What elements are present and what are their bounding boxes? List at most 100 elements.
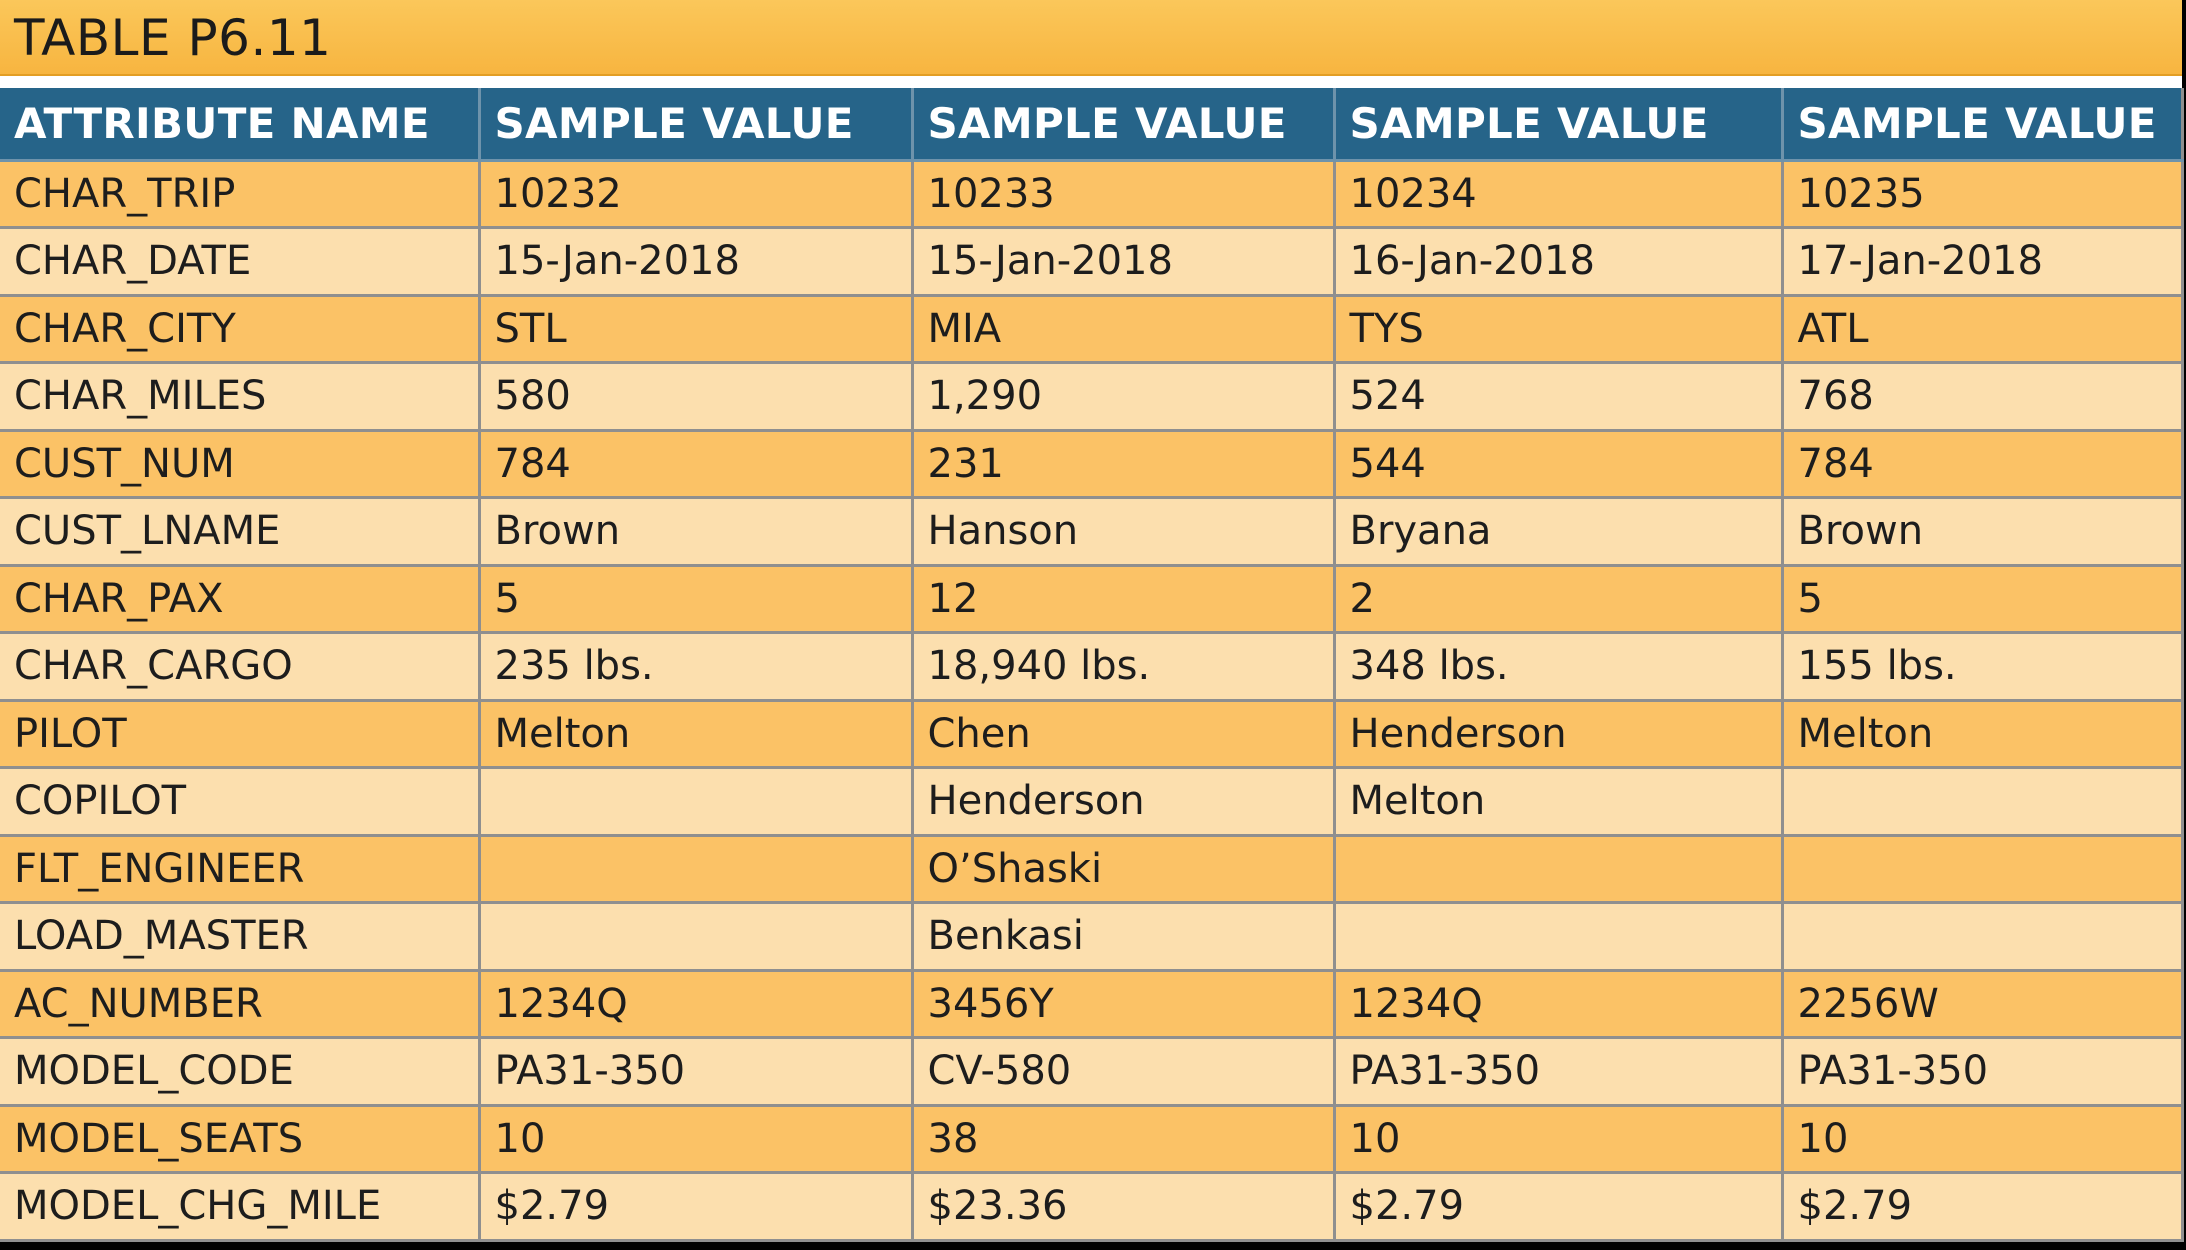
sample-value-cell: 544 xyxy=(1334,430,1784,499)
table-row: MODEL_CHG_MILE $2.79 $23.36 $2.79 $2.79 xyxy=(0,1172,2184,1242)
sample-value-cell: 10 xyxy=(1334,1105,1784,1174)
table-row: MODEL_CODE PA31-350 CV-580 PA31-350 PA31… xyxy=(0,1037,2184,1107)
sample-value-cell: Brown xyxy=(1782,497,2184,567)
sample-value-cell: 235 lbs. xyxy=(479,632,914,702)
sample-value-cell: PA31-350 xyxy=(479,1037,914,1107)
attribute-name-cell: CHAR_PAX xyxy=(0,565,481,634)
table-row: CHAR_TRIP 10232 10233 10234 10235 xyxy=(0,160,2184,229)
table-row: CHAR_MILES 580 1,290 524 768 xyxy=(0,362,2184,432)
sample-value-cell xyxy=(479,835,914,904)
sample-value-cell: 10234 xyxy=(1334,160,1784,229)
header-attribute-name: ATTRIBUTE NAME xyxy=(0,88,481,162)
sample-value-cell: STL xyxy=(479,295,914,364)
table-row: CHAR_PAX 5 12 2 5 xyxy=(0,565,2184,634)
sample-value-cell: 2 xyxy=(1334,565,1784,634)
sample-value-cell xyxy=(479,902,914,972)
sample-value-cell xyxy=(1334,835,1784,904)
table-row: CUST_NUM 784 231 544 784 xyxy=(0,430,2184,499)
sample-value-cell xyxy=(1782,835,2184,904)
sample-value-cell: Bryana xyxy=(1334,497,1784,567)
header-sample-value-2: SAMPLE VALUE xyxy=(912,88,1336,162)
sample-value-cell: 10 xyxy=(479,1105,914,1174)
attribute-name-cell: CHAR_TRIP xyxy=(0,160,481,229)
sample-value-cell: 38 xyxy=(912,1105,1336,1174)
attribute-name-cell: COPILOT xyxy=(0,767,481,837)
sample-value-cell: Benkasi xyxy=(912,902,1336,972)
sample-value-cell: Melton xyxy=(1334,767,1784,837)
attribute-name-cell: CHAR_CITY xyxy=(0,295,481,364)
table-title: TABLE P6.11 xyxy=(14,9,332,67)
sample-value-cell: PA31-350 xyxy=(1782,1037,2184,1107)
table-row: FLT_ENGINEER O’Shaski xyxy=(0,835,2184,904)
sample-value-cell: ATL xyxy=(1782,295,2184,364)
sample-value-cell: Henderson xyxy=(1334,700,1784,769)
sample-value-cell: 784 xyxy=(1782,430,2184,499)
sample-value-cell: $2.79 xyxy=(1334,1172,1784,1242)
attribute-name-cell: CHAR_DATE xyxy=(0,227,481,297)
attribute-name-cell: FLT_ENGINEER xyxy=(0,835,481,904)
attribute-name-cell: AC_NUMBER xyxy=(0,970,481,1039)
attribute-name-cell: CUST_NUM xyxy=(0,430,481,499)
sample-value-cell: 231 xyxy=(912,430,1336,499)
sample-value-cell: 10 xyxy=(1782,1105,2184,1174)
attribute-name-cell: MODEL_CODE xyxy=(0,1037,481,1107)
sample-value-cell: Hanson xyxy=(912,497,1336,567)
sample-value-cell: 348 lbs. xyxy=(1334,632,1784,702)
sample-value-cell: Brown xyxy=(479,497,914,567)
sample-value-cell: 2256W xyxy=(1782,970,2184,1039)
header-sample-value-1: SAMPLE VALUE xyxy=(479,88,914,162)
sample-value-cell: 5 xyxy=(479,565,914,634)
sample-value-cell: 3456Y xyxy=(912,970,1336,1039)
attribute-name-cell: CHAR_CARGO xyxy=(0,632,481,702)
attribute-name-cell: CUST_LNAME xyxy=(0,497,481,567)
sample-value-cell: 580 xyxy=(479,362,914,432)
sample-value-cell: 10232 xyxy=(479,160,914,229)
sample-value-cell: $2.79 xyxy=(479,1172,914,1242)
sample-value-cell: 768 xyxy=(1782,362,2184,432)
sample-value-cell: PA31-350 xyxy=(1334,1037,1784,1107)
sample-value-cell: 17-Jan-2018 xyxy=(1782,227,2184,297)
title-bar: TABLE P6.11 xyxy=(0,0,2182,76)
table-row: CHAR_DATE 15-Jan-2018 15-Jan-2018 16-Jan… xyxy=(0,227,2184,297)
attribute-name-cell: MODEL_SEATS xyxy=(0,1105,481,1174)
sample-value-cell xyxy=(1782,902,2184,972)
sample-value-cell: 15-Jan-2018 xyxy=(479,227,914,297)
table-row: COPILOT Henderson Melton xyxy=(0,767,2184,837)
sample-value-cell: Melton xyxy=(1782,700,2184,769)
table-row: PILOT Melton Chen Henderson Melton xyxy=(0,700,2184,769)
table-row: CHAR_CITY STL MIA TYS ATL xyxy=(0,295,2184,364)
sample-value-cell: 16-Jan-2018 xyxy=(1334,227,1784,297)
sample-value-cell: TYS xyxy=(1334,295,1784,364)
sample-value-cell: CV-580 xyxy=(912,1037,1336,1107)
attribute-name-cell: CHAR_MILES xyxy=(0,362,481,432)
table-row: MODEL_SEATS 10 38 10 10 xyxy=(0,1105,2184,1174)
sample-value-cell: Melton xyxy=(479,700,914,769)
table-row: AC_NUMBER 1234Q 3456Y 1234Q 2256W xyxy=(0,970,2184,1039)
sample-value-cell: 155 lbs. xyxy=(1782,632,2184,702)
header-sample-value-3: SAMPLE VALUE xyxy=(1334,88,1784,162)
table-row: CHAR_CARGO 235 lbs. 18,940 lbs. 348 lbs.… xyxy=(0,632,2184,702)
sample-value-cell: Henderson xyxy=(912,767,1336,837)
sample-value-cell: 784 xyxy=(479,430,914,499)
attribute-name-cell: PILOT xyxy=(0,700,481,769)
sample-value-cell xyxy=(1334,902,1784,972)
attribute-table: ATTRIBUTE NAME SAMPLE VALUE SAMPLE VALUE… xyxy=(0,88,2184,1242)
sample-value-cell: 1234Q xyxy=(479,970,914,1039)
sample-value-cell: $23.36 xyxy=(912,1172,1336,1242)
sample-value-cell: 15-Jan-2018 xyxy=(912,227,1336,297)
attribute-name-cell: LOAD_MASTER xyxy=(0,902,481,972)
header-sample-value-4: SAMPLE VALUE xyxy=(1782,88,2184,162)
sample-value-cell: 524 xyxy=(1334,362,1784,432)
sample-value-cell: Chen xyxy=(912,700,1336,769)
sample-value-cell: 10235 xyxy=(1782,160,2184,229)
title-separator xyxy=(0,76,2182,88)
sample-value-cell: MIA xyxy=(912,295,1336,364)
table-row: CUST_LNAME Brown Hanson Bryana Brown xyxy=(0,497,2184,567)
sample-value-cell xyxy=(1782,767,2184,837)
sample-value-cell: 18,940 lbs. xyxy=(912,632,1336,702)
sample-value-cell: 5 xyxy=(1782,565,2184,634)
sample-value-cell: 12 xyxy=(912,565,1336,634)
table-row: LOAD_MASTER Benkasi xyxy=(0,902,2184,972)
sample-value-cell: O’Shaski xyxy=(912,835,1336,904)
